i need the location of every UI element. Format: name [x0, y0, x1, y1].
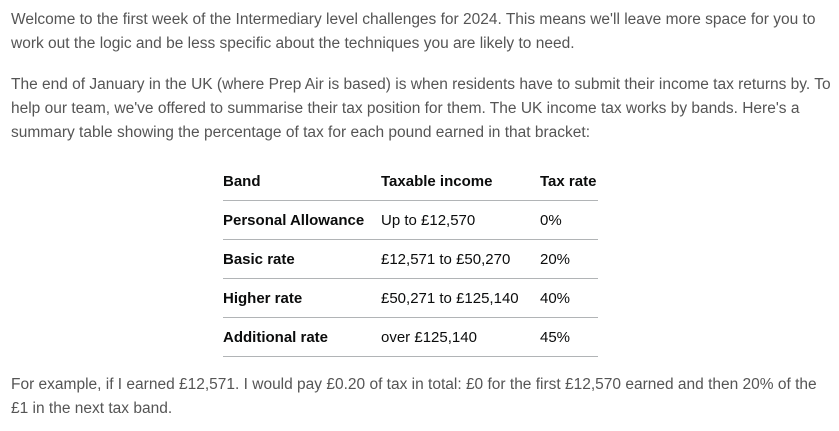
income-cell: Up to £12,570: [381, 200, 540, 240]
tax-band-table: Band Taxable income Tax rate Personal Al…: [223, 160, 598, 357]
example-paragraph: For example, if I earned £12,571. I woul…: [11, 376, 817, 417]
rate-cell: 20%: [540, 239, 598, 279]
table-header-row: Band Taxable income Tax rate: [223, 160, 598, 201]
tax-band-table-wrapper: Band Taxable income Tax rate Personal Al…: [223, 160, 598, 357]
table-row: Personal Allowance Up to £12,570 0%: [223, 200, 598, 240]
table-row: Additional rate over £125,140 45%: [223, 317, 598, 357]
band-cell: Personal Allowance: [223, 200, 381, 240]
income-cell: over £125,140: [381, 317, 540, 357]
table-row: Basic rate £12,571 to £50,270 20%: [223, 239, 598, 279]
article-body: Welcome to the first week of the Interme…: [11, 8, 831, 421]
header-band: Band: [223, 160, 381, 201]
rate-cell: 0%: [540, 200, 598, 240]
intro-paragraph: Welcome to the first week of the Interme…: [11, 11, 816, 52]
income-cell: £50,271 to £125,140: [381, 278, 540, 318]
header-taxable-income: Taxable income: [381, 160, 540, 201]
income-cell: £12,571 to £50,270: [381, 239, 540, 279]
band-cell: Higher rate: [223, 278, 381, 318]
rate-cell: 40%: [540, 278, 598, 318]
header-tax-rate: Tax rate: [540, 160, 598, 201]
table-row: Higher rate £50,271 to £125,140 40%: [223, 278, 598, 318]
rate-cell: 45%: [540, 317, 598, 357]
band-cell: Additional rate: [223, 317, 381, 357]
context-paragraph: The end of January in the UK (where Prep…: [11, 76, 831, 141]
band-cell: Basic rate: [223, 239, 381, 279]
